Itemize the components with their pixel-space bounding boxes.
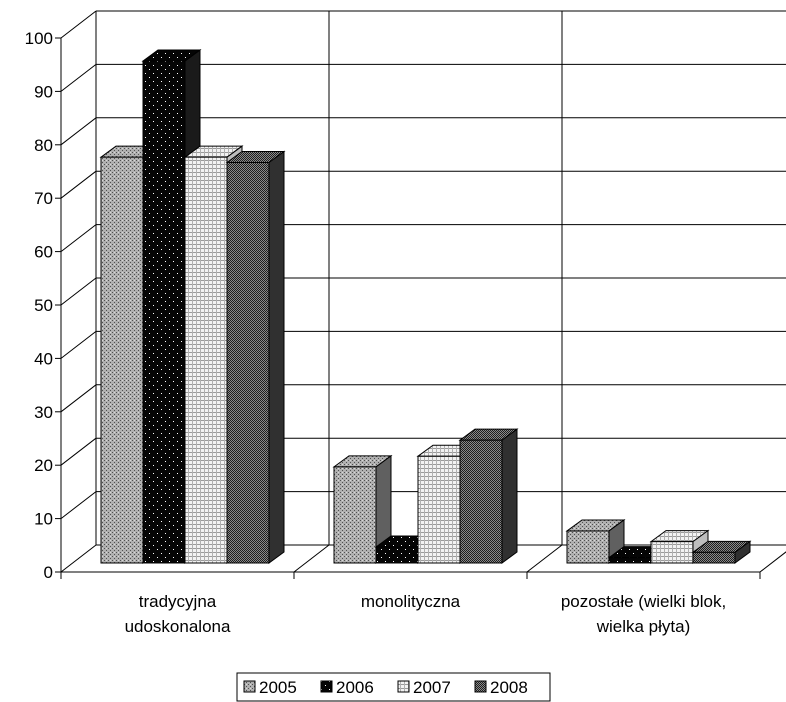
bar-side (268, 150, 285, 564)
bar-front (375, 546, 419, 564)
legend: 2005 2006 2007 2008 (236, 672, 551, 702)
y-tick-label: 60 (34, 243, 53, 262)
side-wall-line (60, 224, 97, 252)
side-wall-line (60, 437, 97, 466)
axis-layer (55, 37, 761, 579)
bar-front (226, 162, 270, 564)
y-tick-label: 50 (34, 296, 53, 315)
x-tick-label: udoskonalona (125, 617, 231, 636)
bar-front (459, 439, 503, 564)
side-wall-line (60, 544, 97, 573)
y-tick-label: 90 (34, 82, 53, 101)
side-wall-line (60, 491, 97, 519)
side-wall-line (60, 64, 97, 92)
labels-layer: 0 10 20 30 40 50 60 70 80 90 100 tradycyjna udoskona… (25, 29, 727, 636)
legend-swatch (474, 680, 487, 693)
legend-label: 2005 (259, 678, 297, 697)
bar-2008 (691, 540, 752, 564)
legend-label: 2008 (490, 678, 528, 697)
y-tick-label: 70 (34, 189, 53, 208)
y-tick-label: 40 (34, 349, 53, 368)
legend-swatch (243, 680, 256, 693)
side-wall-line (60, 331, 97, 359)
bar-front (417, 455, 461, 564)
bar-2005 (332, 454, 393, 564)
y-tick-label: 100 (25, 29, 53, 48)
bar-front (608, 557, 652, 564)
bar-2008 (458, 428, 519, 564)
floor-divider (759, 551, 786, 573)
bar-front (333, 466, 377, 564)
bar-2008 (225, 150, 286, 564)
side-wall-line (60, 277, 97, 306)
side-wall-line (60, 384, 97, 413)
floor-divider (293, 544, 330, 573)
side-wall-line (60, 170, 97, 199)
y-tick-label: 30 (34, 403, 53, 422)
bar-front (566, 530, 610, 564)
bar-front (142, 60, 186, 564)
legend-swatch (320, 680, 333, 693)
bar-front (650, 541, 694, 564)
bar-front (184, 156, 228, 564)
bar-front (692, 551, 736, 564)
legend-box (236, 672, 551, 702)
legend-label: 2006 (336, 678, 374, 697)
x-tick-label: tradycyjna (139, 592, 217, 611)
y-tick-label: 0 (44, 563, 53, 582)
bar-front (100, 156, 144, 564)
x-tick-label: pozostałe (wielki blok, (561, 592, 726, 611)
x-tick-label: wielka płyta) (596, 617, 691, 636)
y-tick-label: 10 (34, 510, 53, 529)
floor-divider (526, 544, 563, 573)
bar-side (501, 428, 518, 564)
x-tick-label: monolityczna (361, 592, 461, 611)
legend-label: 2007 (413, 678, 451, 697)
y-tick-label: 20 (34, 456, 53, 475)
side-wall-line (60, 117, 97, 146)
bars-layer (99, 49, 752, 564)
legend-swatch (397, 680, 410, 693)
y-tick-label: 80 (34, 136, 53, 155)
side-wall-line (60, 10, 97, 39)
